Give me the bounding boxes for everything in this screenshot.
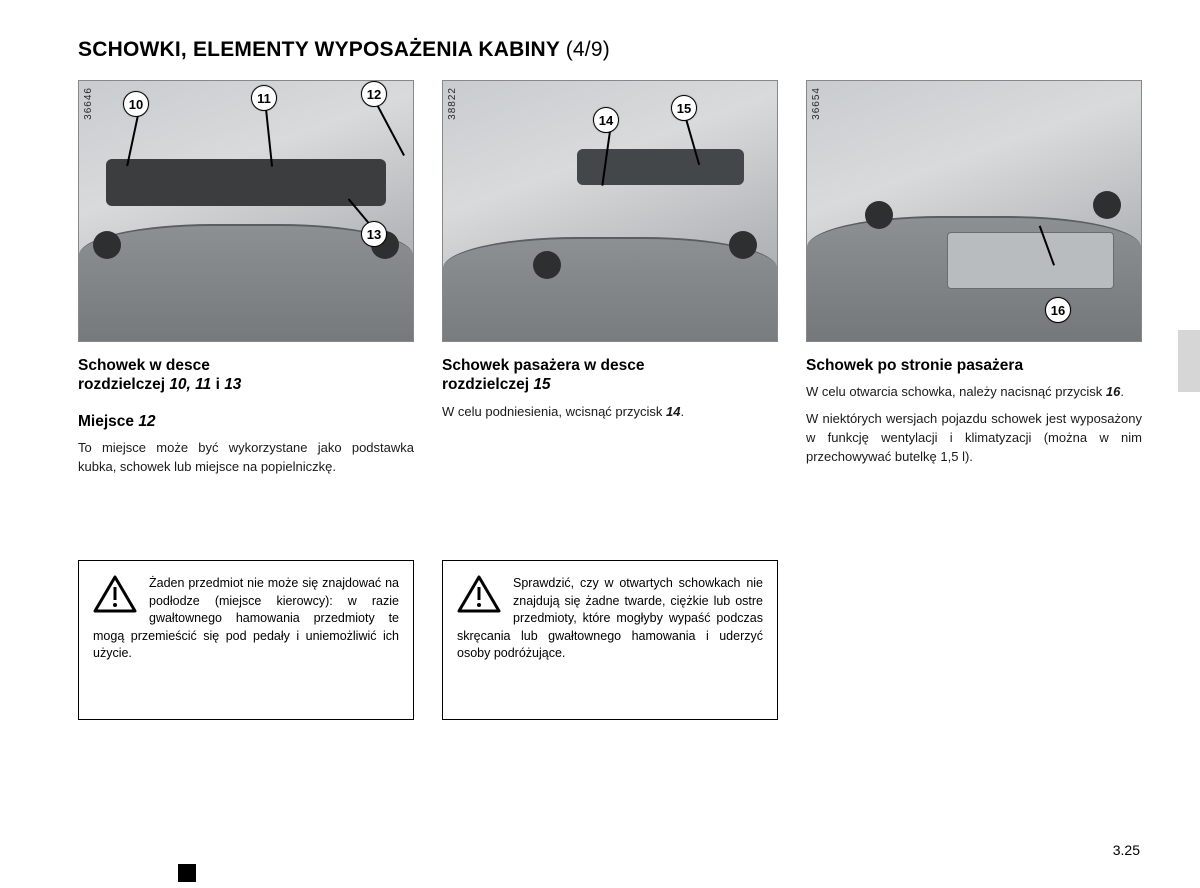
col3-body1: W celu otwarcia schowka, należy nacisnąć… — [806, 383, 1142, 402]
column-2-inner: 38822 14 15 Schowek pasażera w desce roz… — [442, 80, 778, 720]
dashboard-shape — [443, 237, 777, 342]
vent-shape — [533, 251, 561, 279]
heading2-prefix: Miejsce — [78, 413, 138, 430]
col1-body: To miejsce może być wykorzystane jako po… — [78, 439, 414, 477]
figure-2: 38822 14 15 — [442, 80, 778, 342]
heading-line2-prefix: rozdzielczej — [78, 376, 169, 393]
image-code-3: 36654 — [811, 87, 822, 120]
image-code-2: 38822 — [447, 87, 458, 120]
side-tab — [1178, 330, 1200, 392]
vent-shape — [93, 231, 121, 259]
body-suffix: . — [680, 404, 684, 419]
heading2-ref: 12 — [138, 413, 155, 430]
page-number: 3.25 — [1113, 842, 1140, 858]
glovebox-shape — [947, 232, 1114, 289]
col2-heading: Schowek pasażera w desce rozdzielczej 15 — [442, 356, 778, 395]
heading-mid: i — [211, 376, 224, 393]
column-3: 36654 16 Schowek po stronie pasażera W c… — [806, 80, 1142, 720]
spacer — [806, 467, 1142, 720]
col2-body: W celu podniesienia, wcisnąć przycisk 14… — [442, 403, 778, 422]
body-prefix: W celu podniesienia, wcisnąć przycisk — [442, 404, 666, 419]
ref-15: 15 — [533, 376, 550, 393]
heading-line1: Schowek w desce — [78, 357, 210, 374]
column-1-inner: 36646 10 11 12 13 Sch — [78, 80, 414, 720]
callout-14: 14 — [593, 107, 619, 133]
figure-3: 36654 16 — [806, 80, 1142, 342]
warning-box-2: Sprawdzić, czy w otwartych schowkach nie… — [442, 560, 778, 720]
body1-suffix: . — [1120, 384, 1124, 399]
image-code-1: 36646 — [83, 87, 94, 120]
col1-heading: Schowek w desce rozdzielczej 10, 11 i 13 — [78, 356, 414, 395]
col3-heading: Schowek po stronie pasażera — [806, 356, 1142, 375]
col3-body2: W niektórych wersjach pojazdu schowek je… — [806, 410, 1142, 467]
ref-10-11: 10, 11 — [169, 376, 211, 393]
leader-line — [375, 102, 404, 156]
footer-mark — [178, 864, 196, 882]
vent-shape — [1093, 191, 1121, 219]
callout-13: 13 — [361, 221, 387, 247]
callout-10: 10 — [123, 91, 149, 117]
column-3-inner: 36654 16 Schowek po stronie pasażera W c… — [806, 80, 1142, 720]
manual-page: SCHOWKI, ELEMENTY WYPOSAŻENIA KABINY (4/… — [0, 0, 1200, 720]
vent-shape — [729, 231, 757, 259]
title-counter: (4/9) — [566, 38, 610, 61]
page-title: SCHOWKI, ELEMENTY WYPOSAŻENIA KABINY (4/… — [78, 38, 1140, 62]
columns-container: 36646 10 11 12 13 Sch — [78, 80, 1140, 720]
warning-box-1: Żaden przedmiot nie może się znajdować n… — [78, 560, 414, 720]
ref-13-val: 13 — [224, 376, 241, 393]
callout-12: 12 — [361, 81, 387, 107]
heading-refs: 10, 11 — [169, 376, 211, 393]
spacer — [78, 476, 414, 560]
body1-ref: 16 — [1106, 384, 1120, 399]
col1-heading2: Miejsce 12 — [78, 413, 414, 431]
spacer — [442, 422, 778, 560]
heading-line1: Schowek pasażera w desce — [442, 357, 644, 374]
figure-1: 36646 10 11 12 13 — [78, 80, 414, 342]
callout-16: 16 — [1045, 297, 1071, 323]
body-ref: 14 — [666, 404, 680, 419]
callout-11: 11 — [251, 85, 277, 111]
heading-line2-prefix: rozdzielczej — [442, 376, 533, 393]
vent-shape — [865, 201, 893, 229]
title-main: SCHOWKI, ELEMENTY WYPOSAŻENIA KABINY — [78, 38, 560, 61]
column-2: 38822 14 15 Schowek pasażera w desce roz… — [442, 80, 778, 720]
ref-13: 13 — [224, 376, 241, 393]
column-1: 36646 10 11 12 13 Sch — [78, 80, 414, 720]
warning-icon — [93, 575, 139, 615]
body1-prefix: W celu otwarcia schowka, należy nacisnąć… — [806, 384, 1106, 399]
callout-15: 15 — [671, 95, 697, 121]
shelf-shape — [106, 159, 387, 206]
leader-line — [265, 109, 273, 167]
warning-icon — [457, 575, 503, 615]
